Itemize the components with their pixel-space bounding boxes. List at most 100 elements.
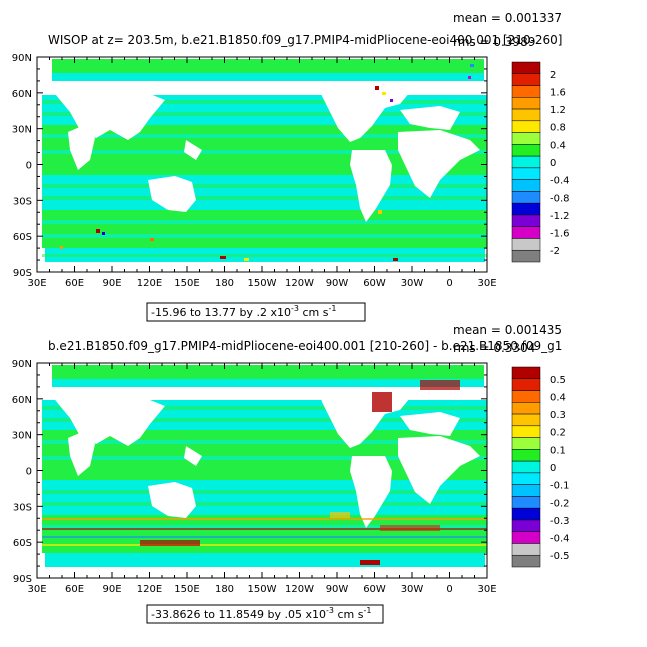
noise-speckles: [42, 380, 487, 565]
colorbar-swatch: [511, 226, 541, 239]
mean-label: mean = 0.001337: [453, 11, 562, 25]
colorbar-swatch: [511, 144, 541, 157]
lat-tick-label: 90S: [13, 574, 32, 585]
lat-tick-label: 60N: [12, 89, 32, 100]
lat-tick-label: 60N: [12, 395, 32, 406]
colorbar-swatch: [511, 61, 541, 75]
lon-tick-label: 30E: [477, 584, 496, 595]
colorbar-swatch: [511, 484, 541, 497]
noise-speckles: [60, 64, 474, 261]
colorbar-label: -0.4: [550, 176, 570, 187]
panel-title: b.e21.B1850.f09_g17.PMIP4-midPliocene-eo…: [48, 339, 562, 353]
lon-tick-label: 60W: [363, 584, 386, 595]
panel-title: WISOP at z= 203.5m, b.e21.B1850.f09_g17.…: [48, 33, 562, 47]
colorbar-swatch: [511, 249, 541, 263]
lon-tick-label: 120W: [285, 278, 314, 289]
lat-axis: 90N 60N 30N 0 30S 60S 90S: [12, 53, 487, 279]
rms-label: rms = 0.3989: [453, 35, 535, 49]
colorbar-label: 0: [550, 158, 556, 169]
lat-tick-label: 0: [26, 467, 32, 478]
colorbar-label: -2: [550, 246, 560, 257]
lon-tick-label: 60W: [363, 278, 386, 289]
svg-text:-15.96 to 13.77 by .2 x10-3 cm: -15.96 to 13.77 by .2 x10-3 cm s-1: [151, 304, 336, 319]
colorbar-swatch: [511, 202, 541, 216]
panel-top: WISOP at z= 203.5m, b.e21.B1850.f09_g17.…: [12, 11, 570, 322]
colorbar-label: -1.6: [550, 229, 570, 240]
map-field: [37, 57, 487, 272]
colorbar-swatch: [511, 378, 541, 391]
lat-tick-label: 0: [26, 161, 32, 172]
colorbar-label: 0.2: [550, 428, 566, 439]
colorbar-swatch: [511, 425, 541, 438]
colorbar-swatch: [511, 554, 541, 568]
colorbar-label: 0.4: [550, 140, 566, 151]
colorbar-swatch: [511, 132, 541, 145]
colorbar-swatch: [511, 97, 541, 110]
lon-tick-label: 90E: [102, 584, 121, 595]
lon-tick-label: 150E: [174, 584, 199, 595]
lon-tick-label: 60E: [65, 278, 84, 289]
lon-tick-label: 30W: [401, 584, 424, 595]
colorbar-label: 0.1: [550, 445, 566, 456]
lat-tick-label: 90N: [12, 53, 32, 64]
colorbar-label: 1.6: [550, 87, 566, 98]
colorbar-swatch: [511, 214, 541, 227]
lon-tick-label: 180: [215, 584, 234, 595]
lon-tick-label: 0: [446, 584, 452, 595]
colorbar-swatch: [511, 191, 541, 204]
lat-tick-label: 30N: [12, 431, 32, 442]
range-box: -33.8626 to 11.8549 by .05 x10-3 cm s-1: [146, 604, 384, 624]
lat-tick-label: 90S: [13, 268, 32, 279]
colorbar-swatch: [511, 238, 541, 251]
colorbar-swatch: [511, 179, 541, 192]
lon-tick-label: 150W: [248, 278, 277, 289]
lon-tick-label: 150W: [248, 584, 277, 595]
lat-tick-label: 60S: [13, 232, 32, 243]
lon-tick-label: 30E: [27, 278, 46, 289]
colorbar-swatch: [511, 437, 541, 450]
colorbar-swatch: [511, 496, 541, 509]
colorbar-swatch: [511, 120, 541, 133]
lon-tick-label: 180: [215, 278, 234, 289]
colorbar-label: -0.2: [550, 498, 570, 509]
colorbar-label: -0.1: [550, 481, 570, 492]
mean-label: mean = 0.001435: [453, 323, 562, 337]
lon-tick-label: 120E: [137, 584, 162, 595]
colorbar-label: -1.2: [550, 211, 570, 222]
lon-tick-label: 30E: [27, 584, 46, 595]
colorbar: 2 1.6 1.2 0.8 0.4 0 -0.4 -0.8 -1.2 -1.6 -2: [511, 61, 570, 263]
lat-tick-label: 30N: [12, 125, 32, 136]
colorbar-label: -0.4: [550, 534, 570, 545]
lat-tick-label: 30S: [13, 196, 32, 207]
colorbar-label: 1.2: [550, 105, 566, 116]
lon-tick-label: 60E: [65, 584, 84, 595]
colorbar-label: 2: [550, 70, 556, 81]
panel-bottom: b.e21.B1850.f09_g17.PMIP4-midPliocene-eo…: [12, 323, 570, 624]
map-field: [37, 363, 487, 578]
range-box: -15.96 to 13.77 by .2 x10-3 cm s-1: [146, 302, 366, 322]
colorbar-swatch: [511, 108, 541, 122]
colorbar-label: 0.3: [550, 410, 566, 421]
colorbar-swatch: [511, 85, 541, 98]
colorbar-label: 0.4: [550, 392, 566, 403]
lat-tick-label: 90N: [12, 359, 32, 370]
lon-axis: 30E 60E 90E 120E 150E 180 150W 120W 90W 60W 30W 0 30…: [27, 363, 497, 595]
colorbar-swatch: [511, 543, 541, 556]
colorbar-swatch: [511, 519, 541, 532]
lon-tick-label: 30W: [401, 278, 424, 289]
colorbar-swatch: [511, 507, 541, 521]
lon-tick-label: 150E: [174, 278, 199, 289]
colorbar-swatch: [511, 167, 541, 180]
lon-tick-label: 0: [446, 278, 452, 289]
lat-axis: 90N 60N 30N 0 30S 60S 90S: [12, 359, 487, 585]
colorbar-label: -0.3: [550, 516, 570, 527]
colorbar-swatch: [511, 460, 541, 474]
lon-tick-label: 120W: [285, 584, 314, 595]
colorbar-swatch: [511, 472, 541, 485]
colorbar-label: 0.5: [550, 375, 566, 386]
lon-tick-label: 90W: [326, 584, 349, 595]
lon-tick-label: 30E: [477, 278, 496, 289]
colorbar-swatch: [511, 402, 541, 415]
colorbar-swatch: [511, 155, 541, 169]
